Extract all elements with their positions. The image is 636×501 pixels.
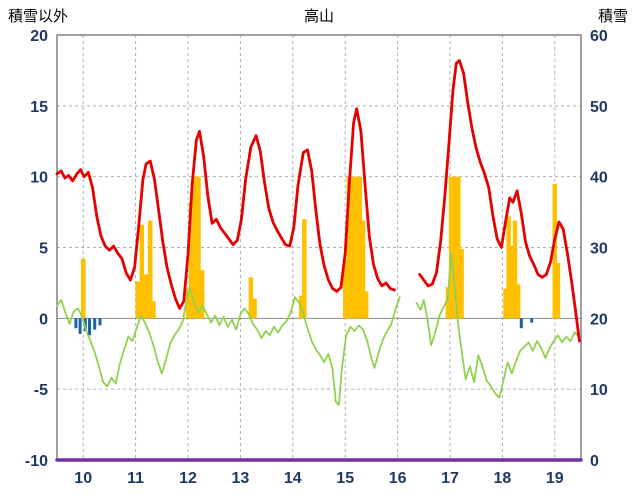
orange-bars: [139, 224, 145, 319]
blue-bars: [93, 318, 97, 330]
orange-bars: [151, 301, 156, 319]
orange-bars: [506, 216, 511, 319]
orange-bars: [192, 176, 198, 319]
left-tick-label: -5: [34, 382, 48, 399]
right-axis-title: 積雪: [597, 8, 628, 25]
red-line: [55, 107, 396, 310]
orange-bars: [354, 176, 359, 319]
left-tick-label: -10: [25, 453, 48, 470]
x-tick-label: 13: [232, 470, 250, 487]
left-tick-label: 20: [30, 28, 48, 45]
blue-bars: [74, 318, 78, 329]
orange-bars: [196, 176, 201, 319]
green-line: [56, 287, 401, 406]
x-tick-label: 11: [127, 470, 144, 487]
orange-bars: [515, 284, 521, 319]
orange-bars: [555, 263, 561, 319]
orange-bars: [509, 246, 515, 319]
x-tick-label: 15: [336, 470, 354, 487]
left-tick-label: 5: [39, 241, 48, 258]
red-line: [418, 59, 581, 343]
orange-bars: [252, 298, 257, 319]
left-tick-label: 15: [30, 99, 48, 116]
blue-bars: [88, 318, 91, 336]
right-tick-label: 60: [590, 28, 608, 45]
orange-bars: [363, 291, 369, 319]
orange-bars: [302, 219, 307, 319]
x-tick-label: 18: [494, 470, 512, 487]
orange-bars: [445, 287, 451, 319]
right-tick-label: 50: [590, 99, 608, 116]
orange-bars: [350, 176, 355, 319]
right-tick-label: 40: [590, 170, 608, 187]
orange-bars: [503, 288, 508, 319]
orange-bars: [199, 270, 205, 319]
x-tick-label: 17: [441, 470, 459, 487]
orange-bars: [512, 220, 518, 319]
left-tick-label: 0: [39, 311, 48, 328]
orange-bars: [81, 258, 86, 319]
right-tick-label: 30: [590, 241, 608, 258]
blue-bars: [98, 318, 102, 326]
right-tick-label: 0: [590, 453, 599, 470]
orange-bars: [343, 260, 348, 319]
orange-bars: [188, 202, 194, 319]
orange-bars: [360, 220, 366, 319]
orange-bars: [452, 176, 457, 319]
orange-bars: [346, 176, 352, 319]
orange-bars: [135, 281, 140, 319]
blue-bars: [530, 318, 534, 323]
left-axis-title: 積雪以外: [8, 8, 69, 25]
chart-header: 積雪以外 高山 積雪: [0, 5, 636, 27]
right-tick-label: 10: [590, 382, 608, 399]
orange-bars: [459, 248, 464, 319]
x-tick-label: 10: [74, 470, 92, 487]
x-tick-label: 14: [284, 470, 302, 487]
chart-title: 高山: [303, 8, 334, 25]
x-tick-label: 16: [389, 470, 407, 487]
orange-bars: [143, 274, 149, 319]
orange-bars: [185, 288, 191, 319]
left-tick-label: 10: [30, 170, 48, 187]
orange-bars: [552, 183, 557, 319]
blue-bars: [78, 318, 82, 334]
green-line: [415, 250, 581, 399]
x-tick-label: 19: [546, 470, 564, 487]
orange-bars: [448, 176, 454, 319]
blue-bars: [519, 318, 523, 329]
orange-bars: [248, 277, 254, 319]
orange-bars: [357, 176, 363, 319]
orange-bars: [148, 220, 153, 319]
x-tick-label: 12: [179, 470, 197, 487]
orange-bars: [456, 176, 461, 319]
right-tick-label: 20: [590, 311, 608, 328]
